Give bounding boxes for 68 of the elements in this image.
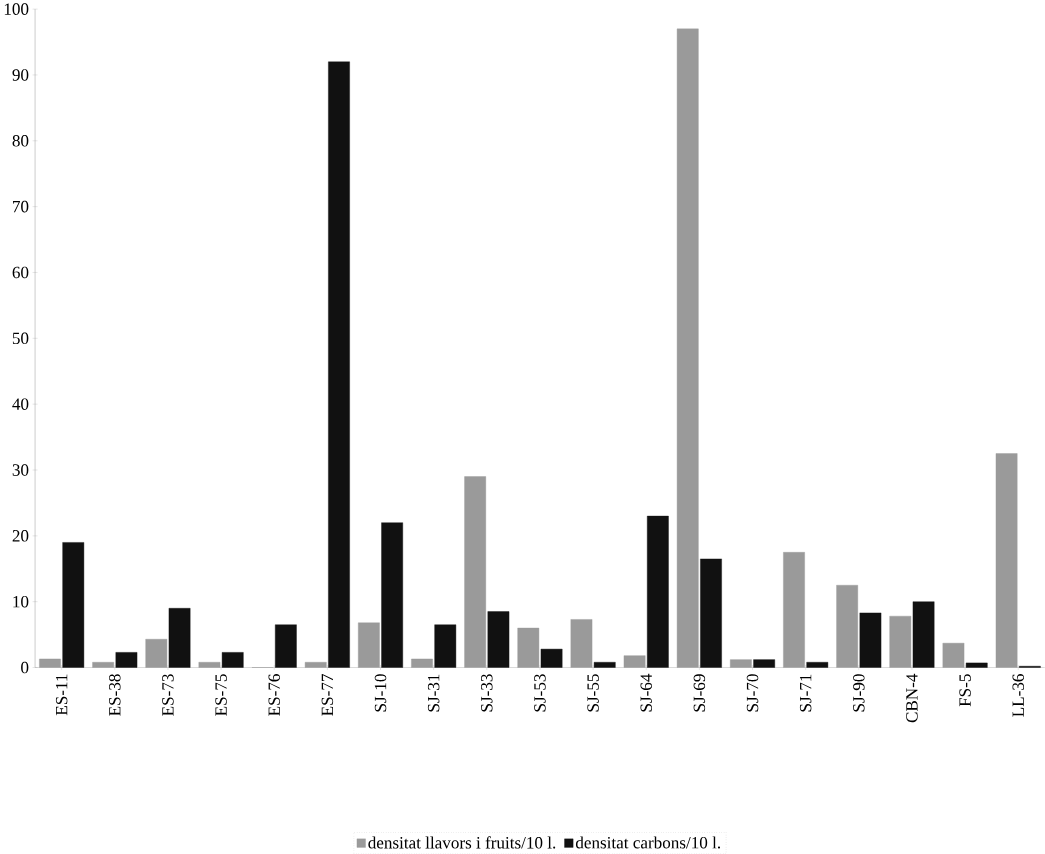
bar — [39, 658, 61, 668]
legend-label: densitat llavors i fruits/10 l. — [368, 836, 556, 849]
bar — [328, 61, 350, 668]
x-tick-label: SJ-71 — [799, 674, 812, 712]
x-tick-label: FS-5 — [959, 674, 971, 707]
bar — [540, 648, 563, 668]
bar — [995, 453, 1018, 668]
bar — [221, 652, 244, 668]
bar — [730, 659, 752, 668]
x-tick-label: SJ-69 — [693, 674, 706, 712]
y-tick-label: 60 — [12, 266, 29, 279]
bar — [570, 619, 593, 668]
bar — [198, 662, 221, 668]
bar — [304, 662, 327, 668]
y-tick-label: 40 — [12, 398, 29, 410]
x-tick-label: ES-11 — [55, 674, 68, 716]
bar — [358, 622, 380, 668]
y-tick-label: 70 — [13, 200, 29, 213]
bar — [275, 624, 297, 668]
x-tick-label: SJ-55 — [587, 674, 599, 712]
x-tick-label: SJ-10 — [374, 674, 387, 712]
x-tick-label: ES-38 — [109, 674, 121, 716]
bar — [942, 642, 965, 668]
x-tick-label: CBN-4 — [906, 673, 918, 723]
legend-label: densitat carbons/10 l. — [575, 836, 721, 849]
bar — [965, 662, 988, 668]
x-tick-label: SJ-64 — [640, 673, 652, 712]
x-tick-label: ES-77 — [321, 674, 334, 716]
bar — [593, 662, 616, 668]
y-tick-label: 100 — [4, 3, 29, 15]
x-tick-label: SJ-31 — [427, 674, 440, 712]
x-tick-label: ES-73 — [162, 674, 174, 716]
bar — [381, 522, 403, 668]
bar — [434, 624, 457, 668]
bar — [145, 638, 168, 668]
x-tick-label: SJ-70 — [746, 674, 759, 712]
bar — [487, 611, 510, 668]
bar — [411, 658, 433, 668]
x-tick-label: ES-76 — [268, 674, 280, 716]
bar — [92, 662, 114, 668]
y-tick-label: 30 — [12, 464, 29, 476]
x-tick-label: SJ-90 — [853, 674, 865, 712]
bar — [115, 652, 138, 668]
x-tick-label: LL-36 — [1012, 674, 1024, 717]
bar — [623, 655, 646, 668]
bar — [464, 476, 486, 668]
bar — [912, 601, 935, 668]
y-tick-label: 80 — [12, 134, 29, 147]
bar — [753, 659, 775, 668]
bar — [62, 542, 85, 668]
y-tick-label: 20 — [12, 530, 29, 542]
bar — [647, 515, 669, 668]
x-tick-label: SJ-33 — [481, 674, 493, 712]
bar — [700, 558, 722, 668]
x-tick-label: SJ-53 — [534, 674, 546, 712]
bar — [517, 627, 540, 668]
bar — [806, 662, 829, 668]
bar — [836, 584, 858, 668]
bar — [168, 608, 191, 668]
y-tick-label: 10 — [13, 595, 29, 608]
y-tick-label: 90 — [12, 69, 29, 81]
bar — [783, 552, 805, 668]
y-tick-label: 50 — [12, 332, 29, 345]
bar — [889, 615, 912, 668]
bar — [676, 28, 699, 668]
y-tick-label: 0 — [21, 661, 29, 674]
x-tick-label: ES-75 — [215, 674, 227, 716]
bar — [859, 612, 882, 668]
